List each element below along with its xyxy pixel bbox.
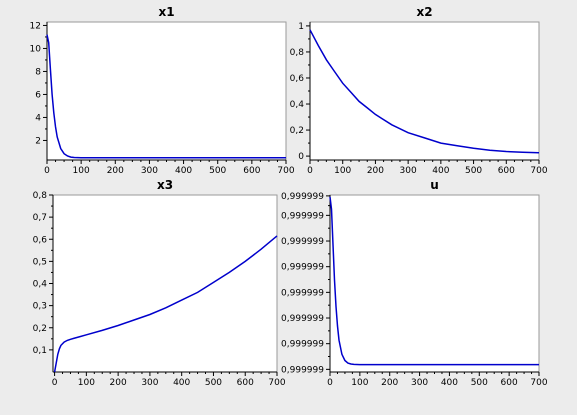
y-tick-label: 0,999999 — [281, 192, 324, 202]
x-tick-label: 100 — [334, 166, 351, 176]
series-line-x1 — [46, 34, 286, 159]
plot-area — [309, 21, 540, 161]
y-tick-label: 1 — [298, 22, 304, 32]
y-tick-label: 12 — [30, 21, 41, 31]
series-line-x3 — [53, 235, 278, 373]
x-tick-label: 300 — [141, 166, 158, 176]
x-tick-label: 600 — [498, 166, 515, 176]
y-tick-label: 4 — [35, 113, 41, 123]
x-tick-label: 400 — [432, 166, 449, 176]
y-tick-label: 0,4 — [33, 280, 48, 290]
y-tick-label: 0,8 — [290, 48, 305, 58]
plot-area — [46, 21, 287, 161]
x-tick-label: 200 — [107, 166, 124, 176]
x-tick-label: 700 — [530, 378, 547, 388]
y-tick-label: 0,999999 — [281, 288, 324, 298]
chart-x3: x3 0 100 200 300 400 500 600 700 0,1 0,2 0,3 0,4 0,5 0… — [33, 178, 286, 388]
x-tick-label: 600 — [237, 378, 254, 388]
plot-area — [329, 194, 540, 373]
y-tick-label: 0,3 — [33, 302, 47, 312]
x-tick-label: 200 — [381, 378, 398, 388]
x-tick-label: 500 — [205, 378, 222, 388]
chart-title: x3 — [157, 178, 173, 192]
x-tick-label: 100 — [351, 378, 368, 388]
x-tick-label: 0 — [307, 166, 313, 176]
chart-x2: x2 0 100 200 300 400 500 600 700 0 0,2 0,4 0,6 0,8 1 — [290, 5, 548, 176]
y-tick-label: 0,999999 — [281, 365, 324, 375]
x-tick-label: 400 — [441, 378, 458, 388]
chart-title: x1 — [158, 5, 174, 19]
y-tick-label: 0,999999 — [281, 340, 324, 350]
x-tick-label: 600 — [243, 166, 260, 176]
x-tick-label: 0 — [44, 166, 50, 176]
y-tick-label: 0,999999 — [281, 237, 324, 247]
x-tick-label: 300 — [400, 166, 417, 176]
x-tick-label: 700 — [277, 166, 294, 176]
y-tick-label: 2 — [35, 136, 41, 146]
y-tick-label: 0,8 — [33, 191, 48, 201]
x-tick-label: 300 — [141, 378, 158, 388]
y-tick-label: 0,2 — [33, 324, 47, 334]
y-tick-label: 0,999999 — [281, 263, 324, 273]
y-tick-label: 0,1 — [33, 346, 47, 356]
y-tick-label: 0,999999 — [281, 211, 324, 221]
y-tick-label: 0,2 — [290, 126, 304, 136]
chart-title: x2 — [416, 5, 432, 19]
x-tick-label: 700 — [268, 378, 285, 388]
x-tick-label: 600 — [501, 378, 518, 388]
chart-x1: x1 0 100 200 300 400 500 600 700 2 4 6 8 10 12 — [30, 5, 295, 176]
x-tick-label: 400 — [175, 166, 192, 176]
y-tick-label: 0,7 — [33, 213, 47, 223]
y-tick-label: 0,4 — [290, 100, 305, 110]
x-tick-label: 700 — [530, 166, 547, 176]
chart-title: u — [430, 178, 439, 192]
y-tick-label: 8 — [35, 67, 41, 77]
y-tick-label: 0 — [298, 152, 304, 162]
x-tick-label: 100 — [78, 378, 95, 388]
x-tick-label: 500 — [465, 166, 482, 176]
plot-area — [52, 194, 278, 373]
x-tick-label: 0 — [327, 378, 333, 388]
y-tick-label: 0,999999 — [281, 314, 324, 324]
y-tick-label: 0,5 — [33, 257, 47, 267]
y-tick-label: 6 — [35, 90, 41, 100]
y-tick-label: 0,6 — [290, 74, 305, 84]
x-tick-label: 400 — [173, 378, 190, 388]
y-tick-label: 0,6 — [33, 235, 48, 245]
x-tick-label: 500 — [209, 166, 226, 176]
x-tick-label: 0 — [52, 378, 58, 388]
x-tick-label: 300 — [411, 378, 428, 388]
x-tick-label: 200 — [367, 166, 384, 176]
series-line-u — [329, 196, 539, 366]
chart-u: u 0 100 200 300 400 500 600 700 0,999999 0,999999 0… — [281, 178, 548, 388]
y-tick-label: 10 — [30, 44, 42, 54]
x-tick-label: 200 — [110, 378, 127, 388]
x-tick-label: 500 — [471, 378, 488, 388]
x-tick-label: 100 — [73, 166, 90, 176]
series-line-x2 — [309, 29, 540, 154]
